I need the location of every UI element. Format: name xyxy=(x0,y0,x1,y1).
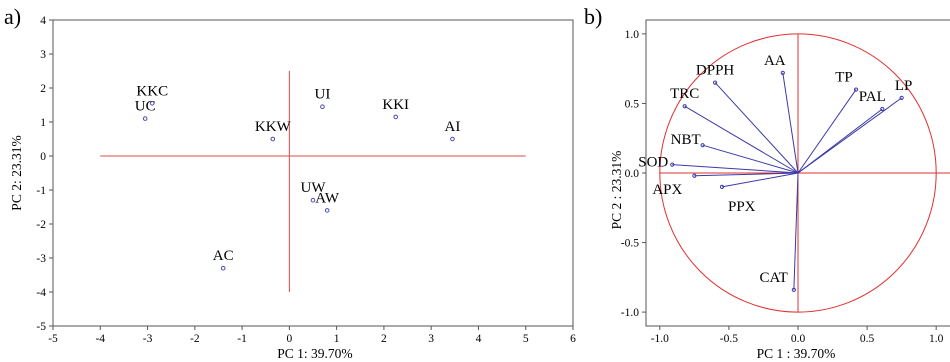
vector-tip-sod xyxy=(670,162,675,167)
vector-label-sod: SOD xyxy=(638,155,668,171)
vector-label-trc: TRC xyxy=(670,86,699,102)
vector-tip-aa xyxy=(780,70,785,75)
x-tick-label-b: 0.0 xyxy=(791,333,806,345)
x-tick-label-a: -4 xyxy=(95,333,105,345)
point-marker-ui xyxy=(320,104,325,109)
vector-tip-dpph xyxy=(712,80,718,85)
point-label-kki: KKI xyxy=(382,97,409,113)
reference-lines-a xyxy=(100,71,526,292)
point-label-ai: AI xyxy=(445,119,461,135)
point-label-aw: AW xyxy=(315,190,340,206)
vector-label-pal: PAL xyxy=(859,89,886,105)
vector-line-tp xyxy=(797,89,857,174)
x-tick-label-b: 0.5 xyxy=(860,333,875,345)
x-tick-label-a: -1 xyxy=(237,333,247,345)
panel-label-a: a) xyxy=(4,4,21,29)
point-marker-ai xyxy=(450,136,455,142)
x-tick-label-a: 2 xyxy=(381,333,387,345)
x-tick-label-a: 6 xyxy=(570,333,576,345)
y-tick-label-a: -1 xyxy=(36,185,46,197)
y-tick-label-a: 1 xyxy=(40,117,46,129)
y-axis-title-a: PC 2: 23.31% xyxy=(9,135,24,210)
vector-tip-nbt xyxy=(700,143,705,148)
vector-tip-lp xyxy=(899,95,904,100)
y-tick-label-b: -0.5 xyxy=(621,238,639,250)
y-axis-title-b: PC 2 : 23.31% xyxy=(609,151,624,230)
y-tick-label-a: -2 xyxy=(36,219,46,231)
x-tick-label-a: 0 xyxy=(286,333,292,345)
y-tick-label-a: 4 xyxy=(40,15,46,27)
vector-line-apx xyxy=(694,172,799,177)
x-axis-title-a: PC 1: 39.70% xyxy=(277,346,352,361)
x-tick-label-a: 3 xyxy=(428,333,434,345)
vector-label-dpph: DPPH xyxy=(696,63,735,79)
vector-tip-trc xyxy=(682,104,687,109)
point-label-ac: AC xyxy=(213,248,234,264)
vector-line-cat xyxy=(793,172,799,290)
vector-tip-ppx xyxy=(719,184,725,190)
vector-label-ppx: PPX xyxy=(728,199,756,215)
y-tick-label-a: 2 xyxy=(40,83,46,95)
y-tick-label-b: 0.0 xyxy=(625,168,640,180)
vector-tip-pal xyxy=(880,106,885,112)
y-tick-label-a: -4 xyxy=(36,287,46,299)
panel-label-b: b) xyxy=(584,4,602,29)
vector-label-aa: AA xyxy=(764,53,786,69)
vector-line-trc xyxy=(684,105,799,174)
x-tick-label-a: -5 xyxy=(48,333,58,345)
y-tick-label-a: -5 xyxy=(36,321,46,333)
plot-frame-a xyxy=(52,19,574,327)
point-marker-uw xyxy=(310,197,316,203)
point-marker-uc xyxy=(142,116,148,121)
vector-label-cat: CAT xyxy=(760,270,788,286)
point-marker-kkw xyxy=(270,136,276,142)
vector-line-nbt xyxy=(702,144,799,174)
point-label-uc: UC xyxy=(135,99,156,115)
vector-line-dpph xyxy=(714,82,799,174)
vector-line-pal xyxy=(797,108,883,174)
x-tick-label-a: 4 xyxy=(476,333,482,345)
x-axis-title-b: PC 1 : 39.70% xyxy=(757,346,836,361)
vector-label-tp: TP xyxy=(835,70,853,86)
x-tick-label-a: 1 xyxy=(334,333,340,345)
vector-label-lp: LP xyxy=(895,78,913,94)
vector-tip-cat xyxy=(791,287,796,292)
point-label-uw: UW xyxy=(301,180,327,196)
x-tick-label-b: -0.5 xyxy=(720,333,738,345)
point-marker-ac xyxy=(220,265,226,271)
vector-label-nbt: NBT xyxy=(671,132,701,148)
y-tick-label-b: -1.0 xyxy=(621,307,639,319)
x-tick-label-a: 5 xyxy=(523,333,529,345)
x-tick-label-b: 1.0 xyxy=(929,333,944,345)
x-tick-label-a: -2 xyxy=(190,333,200,345)
vector-line-aa xyxy=(782,72,799,174)
point-label-kkw: KKW xyxy=(255,119,292,135)
point-label-ui: UI xyxy=(315,87,331,103)
y-tick-label-b: 1.0 xyxy=(625,29,640,41)
point-label-kkc: KKC xyxy=(136,83,168,99)
vector-tip-apx xyxy=(692,173,697,178)
vector-line-sod xyxy=(672,164,799,174)
tick-group-b: -1.0 -0.5 0.0 0.5 1.0 -1.0 -0.5 0.0 0.5 1.0 xyxy=(621,29,944,345)
x-tick-label-b: -1.0 xyxy=(651,333,669,345)
vector-line-ppx xyxy=(721,172,799,188)
point-marker-kkc xyxy=(149,101,155,106)
point-marker-aw xyxy=(324,208,330,213)
y-tick-label-a: 0 xyxy=(40,151,46,163)
y-tick-label-a: -3 xyxy=(36,253,46,265)
vector-label-apx: APX xyxy=(652,182,682,198)
vector-tip-tp xyxy=(853,87,859,92)
y-tick-label-a: 3 xyxy=(40,49,46,61)
chart-b: b) -1.0 -0.5 0.0 0.5 1.0 -1.0 -0.5 0.0 0.5 1.0 AA… xyxy=(584,4,950,361)
y-tick-label-b: 0.5 xyxy=(625,98,640,110)
point-marker-kki xyxy=(393,114,399,120)
x-tick-label-a: -3 xyxy=(143,333,153,345)
tick-group-a: -5 -4 -3 -2 -1 0 1 2 3 4 5 6 -5 -4 -3 -2 -1 0 1 2 3 4 xyxy=(36,15,576,345)
